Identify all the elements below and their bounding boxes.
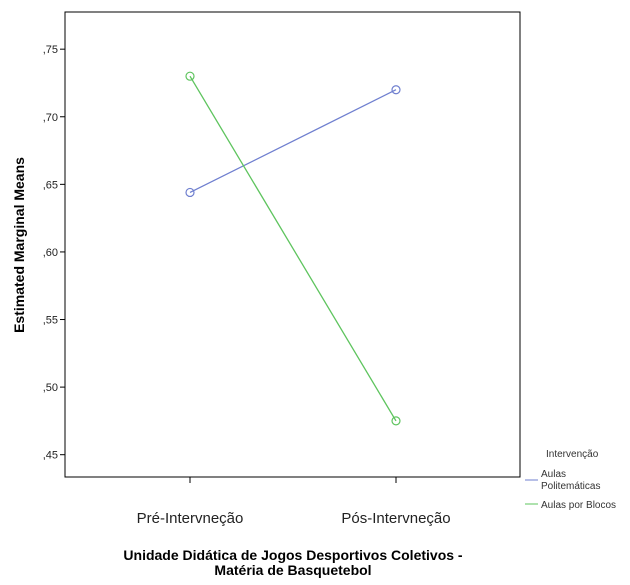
legend: Intervenção Aulas Politemáticas Aulas po… <box>525 449 616 511</box>
plot-area <box>64 11 521 478</box>
x-tick-label: Pós-Intervneção <box>341 510 450 527</box>
y-tick-label: ,45 <box>43 450 58 462</box>
y-tick-label: ,70 <box>43 112 58 124</box>
series-line-1 <box>189 75 397 422</box>
x-axis-title-line-2: Matéria de Basquetebol <box>214 562 371 578</box>
y-tick-label: ,65 <box>43 179 58 191</box>
y-tick-label: ,50 <box>43 382 58 394</box>
y-axis-title: Estimated Marginal Means <box>11 157 27 333</box>
series-points <box>185 71 401 426</box>
legend-label-aulas-politematicas-2: Politemáticas <box>541 481 600 492</box>
data-point <box>185 187 195 198</box>
x-axis: Pré-Intervneção Pós-Intervneção <box>137 477 451 527</box>
y-tick-label: ,75 <box>43 44 58 56</box>
series-line-0 <box>189 89 397 194</box>
data-point <box>185 71 195 81</box>
data-point <box>391 85 401 95</box>
legend-title: Intervenção <box>546 449 599 460</box>
x-axis-title-line-1: Unidade Didática de Jogos Desportivos Co… <box>123 547 463 563</box>
x-tick-label: Pré-Intervneção <box>137 510 244 527</box>
legend-label-aulas-politematicas-1: Aulas <box>541 469 566 480</box>
legend-label-aulas-por-blocos: Aulas por Blocos <box>541 500 616 511</box>
y-tick-label: ,60 <box>43 247 58 259</box>
data-point <box>391 416 401 426</box>
y-axis: ,45 ,50 ,55 ,60 ,65 ,70 ,75 <box>43 44 65 462</box>
y-tick-label: ,55 <box>43 315 58 327</box>
series-lines <box>189 75 397 422</box>
